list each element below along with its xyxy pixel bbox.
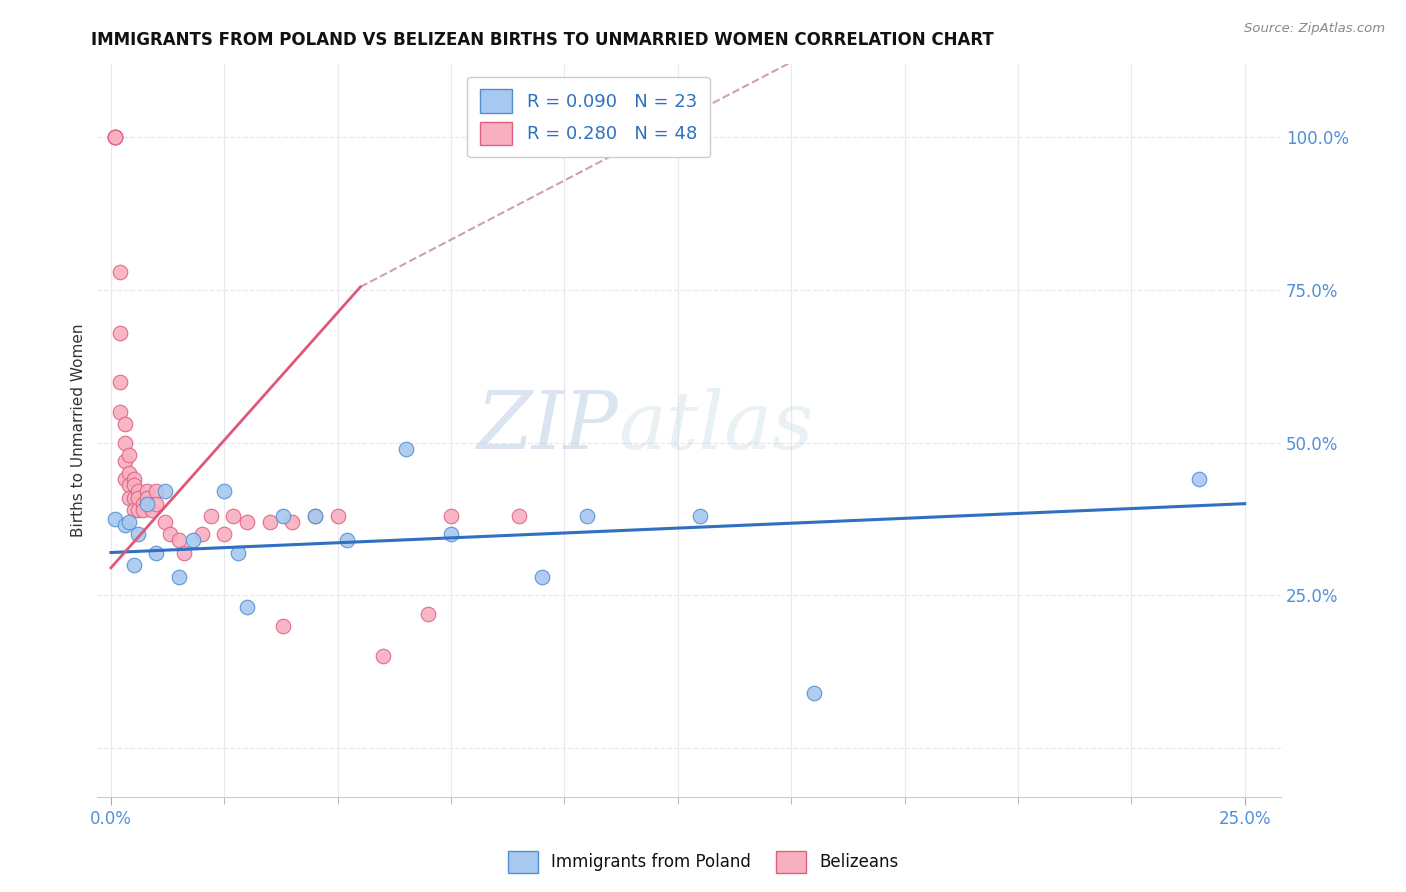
Point <box>118 466 141 480</box>
Point <box>122 472 145 486</box>
Point <box>108 326 131 340</box>
Point <box>131 502 153 516</box>
Point <box>122 502 145 516</box>
Point <box>122 478 145 492</box>
Point <box>114 435 136 450</box>
Point <box>167 533 190 548</box>
Point <box>141 502 163 516</box>
Point <box>336 533 359 548</box>
Point <box>104 130 127 145</box>
Point <box>326 508 349 523</box>
Point <box>803 686 825 700</box>
Point <box>190 527 212 541</box>
Point <box>104 130 127 145</box>
Point <box>127 527 149 541</box>
Point <box>530 570 553 584</box>
Point <box>118 478 141 492</box>
Point <box>127 502 149 516</box>
Point <box>122 491 145 505</box>
Point <box>114 472 136 486</box>
Point <box>108 375 131 389</box>
Point <box>440 527 463 541</box>
Legend: R = 0.090   N = 23, R = 0.280   N = 48: R = 0.090 N = 23, R = 0.280 N = 48 <box>467 77 710 158</box>
Point <box>136 491 159 505</box>
Point <box>114 454 136 468</box>
Point <box>222 508 245 523</box>
Point <box>155 484 177 499</box>
Point <box>271 508 294 523</box>
Point <box>689 508 711 523</box>
Point <box>145 497 167 511</box>
Point <box>395 442 418 456</box>
Point <box>173 545 195 559</box>
Point <box>145 545 167 559</box>
Point <box>104 512 127 526</box>
Point <box>271 619 294 633</box>
Point <box>281 515 304 529</box>
Text: IMMIGRANTS FROM POLAND VS BELIZEAN BIRTHS TO UNMARRIED WOMEN CORRELATION CHART: IMMIGRANTS FROM POLAND VS BELIZEAN BIRTH… <box>91 31 994 49</box>
Point <box>127 491 149 505</box>
Text: ZIP: ZIP <box>477 388 619 466</box>
Point <box>118 491 141 505</box>
Point <box>181 533 204 548</box>
Point <box>108 265 131 279</box>
Point <box>136 484 159 499</box>
Point <box>418 607 440 621</box>
Point <box>167 570 190 584</box>
Point <box>131 497 153 511</box>
Point <box>145 484 167 499</box>
Point <box>200 508 222 523</box>
Point <box>114 518 136 533</box>
Point <box>127 484 149 499</box>
Point <box>304 508 326 523</box>
Point <box>122 558 145 572</box>
Point <box>159 527 181 541</box>
Point <box>214 527 236 541</box>
Point <box>508 508 530 523</box>
Y-axis label: Births to Unmarried Women: Births to Unmarried Women <box>72 324 86 537</box>
Point <box>118 515 141 529</box>
Point <box>118 448 141 462</box>
Point <box>104 130 127 145</box>
Point <box>440 508 463 523</box>
Point <box>136 497 159 511</box>
Text: Source: ZipAtlas.com: Source: ZipAtlas.com <box>1244 22 1385 36</box>
Point <box>114 417 136 432</box>
Point <box>226 545 249 559</box>
Point <box>576 508 599 523</box>
Point <box>104 130 127 145</box>
Point <box>304 508 326 523</box>
Point <box>108 405 131 419</box>
Point <box>259 515 281 529</box>
Point <box>236 600 259 615</box>
Point <box>214 484 236 499</box>
Point <box>371 649 394 664</box>
Point <box>236 515 259 529</box>
Legend: Immigrants from Poland, Belizeans: Immigrants from Poland, Belizeans <box>501 845 905 880</box>
Point <box>1188 472 1211 486</box>
Text: atlas: atlas <box>619 388 814 466</box>
Point <box>155 515 177 529</box>
